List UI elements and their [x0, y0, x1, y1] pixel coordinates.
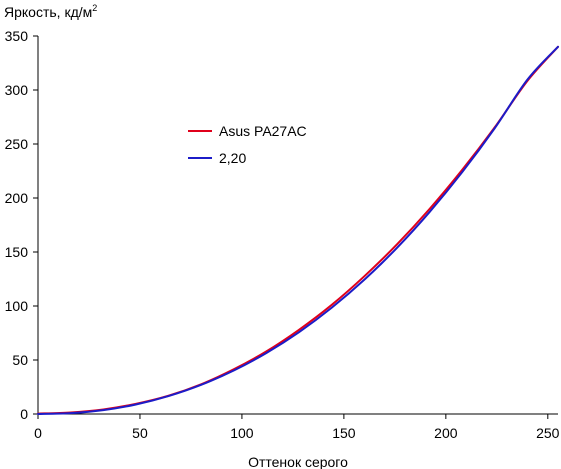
y-tick-label: 100	[5, 298, 29, 314]
series-lines	[37, 45, 559, 415]
svg-text:Яркость, кд/м2: Яркость, кд/м2	[4, 3, 97, 20]
series-line-1	[37, 45, 559, 415]
y-tick-label: 350	[5, 28, 29, 44]
y-axis-title: Яркость, кд/м2	[4, 3, 97, 20]
series-line-2	[37, 45, 559, 415]
y-axis-title-superscript: 2	[92, 3, 97, 13]
y-tick-label: 200	[5, 190, 29, 206]
legend: Asus PA27AC 2,20	[188, 123, 307, 166]
y-tick-label: 50	[12, 352, 28, 368]
x-axis-title: Оттенок серого	[248, 454, 348, 469]
x-tick-label: 250	[536, 425, 560, 441]
y-tick-label: 150	[5, 244, 29, 260]
y-tick-label: 250	[5, 136, 29, 152]
y-tick-label: 300	[5, 82, 29, 98]
x-tick-label: 50	[132, 425, 148, 441]
tick-labels: 0 50 100 150 200 250 0 50 100 150 200 250 300 350	[5, 28, 560, 441]
x-tick-label: 100	[230, 425, 254, 441]
axes	[33, 35, 558, 419]
x-tick-label: 200	[434, 425, 458, 441]
legend-label-2: 2,20	[219, 150, 246, 166]
y-tick-label: 0	[20, 406, 28, 422]
x-tick-label: 0	[34, 425, 42, 441]
legend-label-1: Asus PA27AC	[219, 123, 307, 139]
x-tick-label: 150	[332, 425, 356, 441]
y-axis-title-text: Яркость, кд/м	[4, 4, 92, 20]
